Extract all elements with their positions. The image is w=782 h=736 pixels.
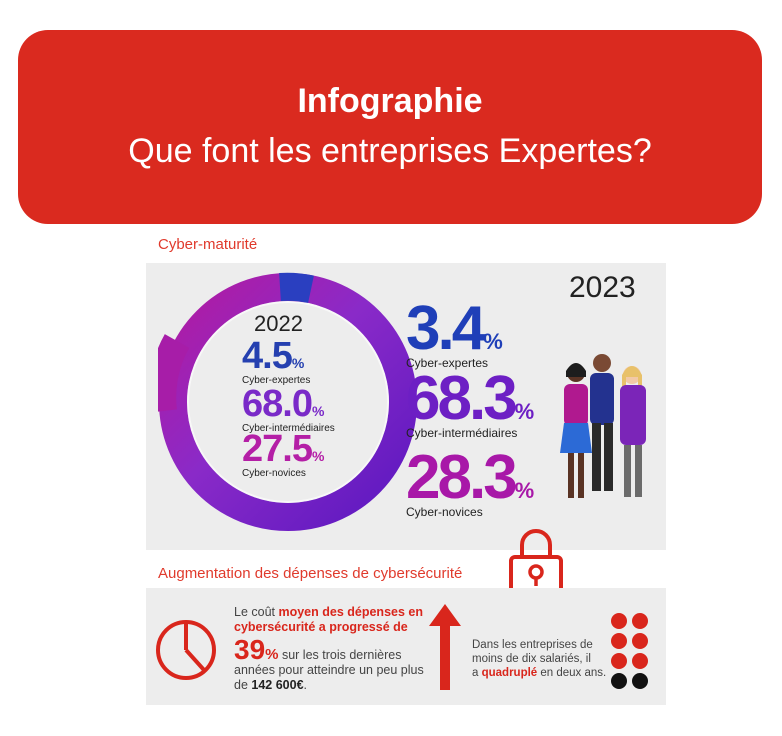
stat-unit: % bbox=[514, 478, 535, 503]
highlight-text: quadruplé bbox=[481, 667, 538, 679]
amount-value: 142 600€ bbox=[251, 678, 304, 692]
stat-value: 68.3 bbox=[406, 364, 518, 433]
stat-value: 68.0 bbox=[242, 383, 313, 425]
stat-value: 4.5 bbox=[242, 335, 293, 377]
lock-icon bbox=[509, 529, 563, 595]
dots-grid-icon bbox=[611, 613, 651, 693]
clock-icon bbox=[156, 620, 216, 680]
maturity-section-title: Cyber-maturité bbox=[158, 236, 258, 253]
year-2023-label: 2023 bbox=[569, 271, 636, 304]
stat-2023-intermediaires: 68.3% Cyber-intermédiaires bbox=[406, 368, 535, 441]
highlight-text: moyen des dépenses en bbox=[278, 605, 423, 619]
people-illustration bbox=[560, 354, 646, 498]
spending-panel: Le coût moyen des dépenses en cybersécur… bbox=[146, 588, 666, 705]
percent-value: 39 bbox=[234, 634, 266, 665]
stat-label: Cyber-expertes bbox=[242, 375, 311, 386]
percent-unit: % bbox=[265, 646, 279, 663]
stat-2023-novices: 28.3% Cyber-novices bbox=[406, 447, 535, 520]
stat-unit: % bbox=[291, 355, 305, 371]
stat-value: 3.4 bbox=[406, 294, 486, 363]
spending-section-title: Augmentation des dépenses de cybersécuri… bbox=[158, 565, 463, 582]
donut-segment-expertes bbox=[279, 272, 314, 304]
stat-label: Cyber-novices bbox=[406, 505, 483, 519]
spending-small-text: Dans les entreprises de moins de dix sal… bbox=[472, 639, 607, 679]
stat-value: 27.5 bbox=[242, 428, 313, 470]
stat-unit: % bbox=[311, 448, 325, 464]
donut-segment-novices bbox=[158, 334, 190, 412]
header-banner: Infographie Que font les entreprises Exp… bbox=[18, 30, 762, 224]
stat-2022-intermediaires: 68.0% Cyber-intermédiaires bbox=[242, 385, 335, 434]
maturity-panel: 2022 4.5% Cyber-expertes 68.0% Cyber-int… bbox=[146, 263, 666, 550]
banner-title: Infographie bbox=[297, 82, 483, 120]
stat-label: Cyber-novices bbox=[242, 468, 306, 479]
year-2022-label: 2022 bbox=[254, 311, 303, 336]
banner-subtitle: Que font les entreprises Expertes? bbox=[128, 132, 652, 170]
stat-value: 28.3 bbox=[406, 443, 518, 512]
stat-2023-expertes: 3.4% Cyber-expertes bbox=[406, 298, 503, 371]
stat-unit: % bbox=[311, 403, 325, 419]
stat-2022-expertes: 4.5% Cyber-expertes bbox=[242, 337, 310, 386]
highlight-text: cybersécurité a progressé de bbox=[234, 620, 408, 634]
stat-label: Cyber-intermédiaires bbox=[406, 426, 518, 440]
up-arrow-icon bbox=[429, 604, 461, 690]
stat-unit: % bbox=[514, 399, 535, 424]
stat-label: Cyber-expertes bbox=[406, 356, 489, 370]
stat-unit: % bbox=[483, 329, 503, 354]
stat-2022-novices: 27.5% Cyber-novices bbox=[242, 430, 324, 479]
spending-main-text: Le coût moyen des dépenses en cybersécur… bbox=[234, 605, 424, 692]
stat-label: Cyber-intermédiaires bbox=[242, 423, 335, 434]
maturity-donut bbox=[158, 272, 417, 531]
